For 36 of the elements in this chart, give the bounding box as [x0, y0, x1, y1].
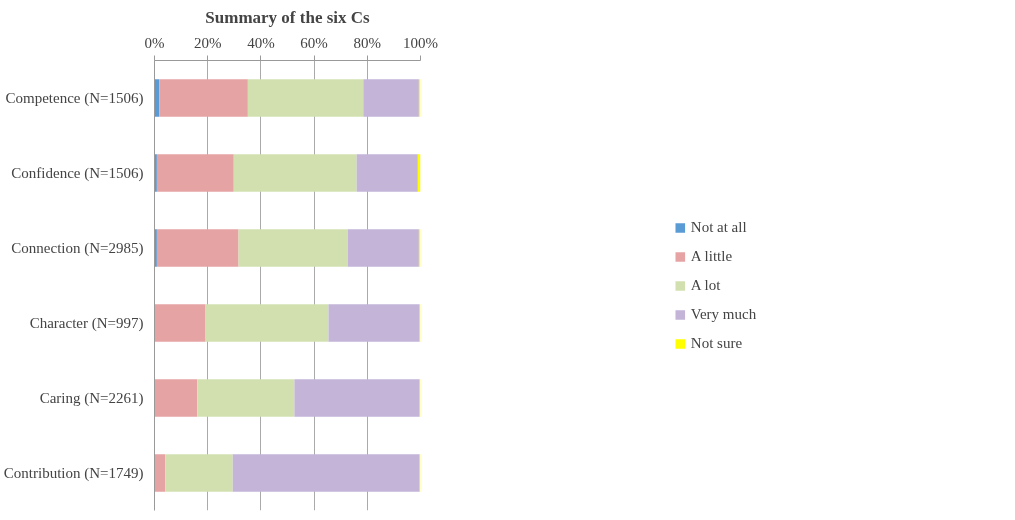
y-tick-label: Connection (N=2985): [11, 240, 144, 257]
bar: [165, 454, 233, 492]
bar: [363, 79, 419, 117]
bar: [197, 379, 295, 417]
y-tick-label: Character (N=997): [29, 315, 144, 332]
x-tick-label: 0%: [144, 34, 165, 51]
bar: [205, 304, 329, 342]
legend-label: Not at all: [690, 218, 747, 236]
legend-label: Very much: [690, 305, 757, 323]
x-tick-label: 80%: [353, 34, 382, 51]
bar: [154, 454, 166, 492]
x-tick-label: 100%: [403, 34, 438, 51]
bar: [238, 229, 348, 267]
bar: [159, 79, 248, 117]
bar: [154, 304, 206, 342]
bar: [247, 79, 364, 117]
y-tick-label: Competence (N=1506): [5, 90, 144, 107]
bar: [347, 229, 419, 267]
bar: [156, 229, 239, 267]
y-tick-label: Confidence (N=1506): [11, 165, 144, 182]
y-tick-label: Caring (N=2261): [39, 390, 144, 407]
bar: [154, 379, 198, 417]
bar: [294, 379, 420, 417]
x-tick-label: 40%: [247, 34, 275, 51]
bar: [156, 154, 234, 192]
bar: [328, 304, 420, 342]
y-tick-label: Contribution (N=1749): [3, 465, 144, 482]
x-tick-label: 20%: [193, 34, 222, 51]
chart-title: Summary of the six Cs: [205, 7, 371, 27]
bar: [232, 454, 420, 492]
bar: [356, 154, 418, 192]
x-tick-label: 60%: [300, 34, 328, 51]
bar: [233, 154, 357, 192]
legend-label: Not sure: [690, 334, 743, 352]
legend-label: A lot: [690, 276, 721, 294]
legend-label: A little: [690, 247, 733, 265]
